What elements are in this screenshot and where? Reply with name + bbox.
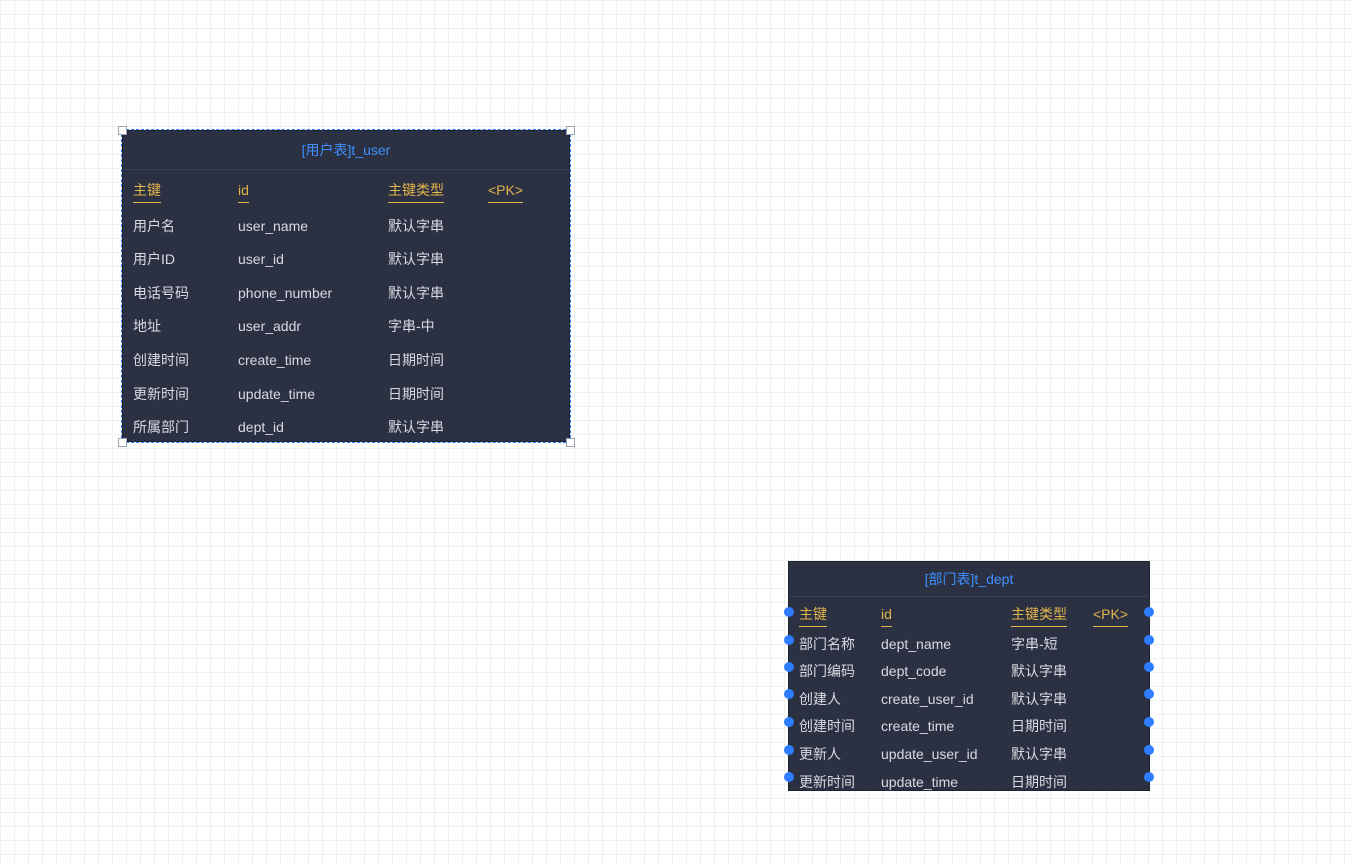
field-cell: create_user_id bbox=[881, 690, 1011, 710]
connection-port[interactable] bbox=[784, 745, 794, 755]
field-cell: update_time bbox=[238, 385, 388, 405]
field-cell: update_time bbox=[881, 773, 1011, 793]
connection-port[interactable] bbox=[1144, 607, 1154, 617]
field-cell: user_id bbox=[238, 250, 388, 270]
connection-port[interactable] bbox=[784, 607, 794, 617]
field-cell: 默认字串 bbox=[1011, 662, 1093, 682]
connection-port[interactable] bbox=[784, 689, 794, 699]
field-cell: user_addr bbox=[238, 317, 388, 337]
field-cell: create_time bbox=[881, 717, 1011, 737]
field-cell: 电话号码 bbox=[133, 284, 238, 304]
diagram-canvas[interactable]: [用户表]t_user主键id主键类型<PK>用户名user_name默认字串用… bbox=[0, 0, 1354, 864]
field-row: 部门编码dept_code默认字串 bbox=[789, 658, 1149, 686]
entity-body: 主键id主键类型<PK>部门名称dept_name字串-短部门编码dept_co… bbox=[789, 597, 1149, 802]
column-header: 主键 bbox=[799, 605, 827, 627]
entity-title: [部门表]t_dept bbox=[789, 562, 1149, 597]
field-cell: 默认字串 bbox=[1011, 745, 1093, 765]
field-row: 创建人create_user_id默认字串 bbox=[789, 686, 1149, 714]
column-header: id bbox=[881, 605, 892, 627]
column-header: <PK> bbox=[1093, 605, 1128, 627]
column-header: 主键类型 bbox=[1011, 605, 1067, 627]
resize-handle[interactable] bbox=[566, 126, 575, 135]
column-header: 主键类型 bbox=[388, 181, 444, 203]
field-row: 用户IDuser_id默认字串 bbox=[123, 243, 569, 277]
field-cell: 部门名称 bbox=[799, 635, 881, 655]
field-cell: 所属部门 bbox=[133, 418, 238, 438]
entity-t_user[interactable]: [用户表]t_user主键id主键类型<PK>用户名user_name默认字串用… bbox=[122, 130, 570, 442]
field-cell: 默认字串 bbox=[388, 284, 488, 304]
connection-port[interactable] bbox=[1144, 689, 1154, 699]
field-row: 部门名称dept_name字串-短 bbox=[789, 631, 1149, 659]
field-cell: 用户ID bbox=[133, 250, 238, 270]
field-cell: 默认字串 bbox=[1011, 690, 1093, 710]
field-cell: 创建时间 bbox=[133, 351, 238, 371]
column-header: <PK> bbox=[488, 181, 523, 203]
field-row: 创建时间create_time日期时间 bbox=[789, 713, 1149, 741]
connection-port[interactable] bbox=[1144, 635, 1154, 645]
field-row: 用户名user_name默认字串 bbox=[123, 210, 569, 244]
field-cell: 默认字串 bbox=[388, 250, 488, 270]
field-cell: 创建时间 bbox=[799, 717, 881, 737]
field-cell: 地址 bbox=[133, 317, 238, 337]
field-row: 更新时间update_time日期时间 bbox=[123, 378, 569, 412]
field-cell: 字串-中 bbox=[388, 317, 488, 337]
entity-body: 主键id主键类型<PK>用户名user_name默认字串用户IDuser_id默… bbox=[123, 170, 569, 451]
field-cell: dept_name bbox=[881, 635, 1011, 655]
field-row: 电话号码phone_number默认字串 bbox=[123, 277, 569, 311]
connection-port[interactable] bbox=[1144, 717, 1154, 727]
field-cell: 日期时间 bbox=[1011, 773, 1093, 793]
connection-port[interactable] bbox=[1144, 772, 1154, 782]
connection-port[interactable] bbox=[784, 635, 794, 645]
field-cell: 更新人 bbox=[799, 745, 881, 765]
pk-row: 主键 id 主键类型 <PK> bbox=[123, 174, 569, 210]
field-cell: 日期时间 bbox=[388, 351, 488, 371]
resize-handle[interactable] bbox=[566, 438, 575, 447]
column-header: id bbox=[238, 181, 249, 203]
field-cell: user_name bbox=[238, 217, 388, 237]
field-row: 创建时间create_time日期时间 bbox=[123, 344, 569, 378]
connection-port[interactable] bbox=[784, 662, 794, 672]
field-cell: phone_number bbox=[238, 284, 388, 304]
field-cell: 默认字串 bbox=[388, 418, 488, 438]
resize-handle[interactable] bbox=[118, 126, 127, 135]
pk-row: 主键 id 主键类型 <PK> bbox=[789, 601, 1149, 631]
field-row: 所属部门dept_id默认字串 bbox=[123, 411, 569, 445]
field-row: 地址user_addr字串-中 bbox=[123, 310, 569, 344]
field-cell: 日期时间 bbox=[388, 385, 488, 405]
entity-t_dept[interactable]: [部门表]t_dept 主键 id 主键类型 <PK> 部门名称dept_name字串-短… bbox=[788, 561, 1150, 791]
field-cell: 创建人 bbox=[799, 690, 881, 710]
column-header: 主键 bbox=[133, 181, 161, 203]
field-row: 更新时间update_time日期时间 bbox=[789, 769, 1149, 797]
field-cell: create_time bbox=[238, 351, 388, 371]
field-cell: 更新时间 bbox=[133, 385, 238, 405]
field-cell: 部门编码 bbox=[799, 662, 881, 682]
field-cell: 日期时间 bbox=[1011, 717, 1093, 737]
connection-port[interactable] bbox=[784, 772, 794, 782]
connection-port[interactable] bbox=[1144, 745, 1154, 755]
field-cell: 用户名 bbox=[133, 217, 238, 237]
field-cell: 默认字串 bbox=[388, 217, 488, 237]
field-cell: 更新时间 bbox=[799, 773, 881, 793]
field-cell: 字串-短 bbox=[1011, 635, 1093, 655]
connection-port[interactable] bbox=[784, 717, 794, 727]
resize-handle[interactable] bbox=[118, 438, 127, 447]
field-row: 更新人update_user_id默认字串 bbox=[789, 741, 1149, 769]
entity-title: [用户表]t_user bbox=[123, 131, 569, 170]
connection-port[interactable] bbox=[1144, 662, 1154, 672]
field-cell: dept_id bbox=[238, 418, 388, 438]
field-cell: update_user_id bbox=[881, 745, 1011, 765]
field-cell: dept_code bbox=[881, 662, 1011, 682]
